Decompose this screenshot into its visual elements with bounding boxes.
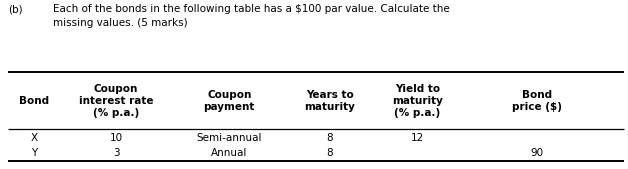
Text: 10: 10 [110,133,122,143]
Text: Semi-annual: Semi-annual [197,133,262,143]
Text: Coupon
interest rate
(% p.a.): Coupon interest rate (% p.a.) [79,83,153,118]
Text: Each of the bonds in the following table has a $100 par value. Calculate the
mis: Each of the bonds in the following table… [53,4,450,28]
Text: Bond: Bond [19,95,50,106]
Text: 90: 90 [531,148,543,158]
Text: 3: 3 [113,148,119,158]
Text: 8: 8 [327,148,333,158]
Text: Y: Y [31,148,38,158]
Text: Bond
price ($): Bond price ($) [512,90,562,112]
Text: X: X [31,133,38,143]
Text: (b): (b) [8,4,23,14]
Text: Coupon
payment: Coupon payment [203,90,255,112]
Text: Yield to
maturity
(% p.a.): Yield to maturity (% p.a.) [392,83,443,118]
Text: 8: 8 [327,133,333,143]
Text: Annual: Annual [211,148,247,158]
Text: Years to
maturity: Years to maturity [304,90,355,112]
Text: 12: 12 [411,133,425,143]
